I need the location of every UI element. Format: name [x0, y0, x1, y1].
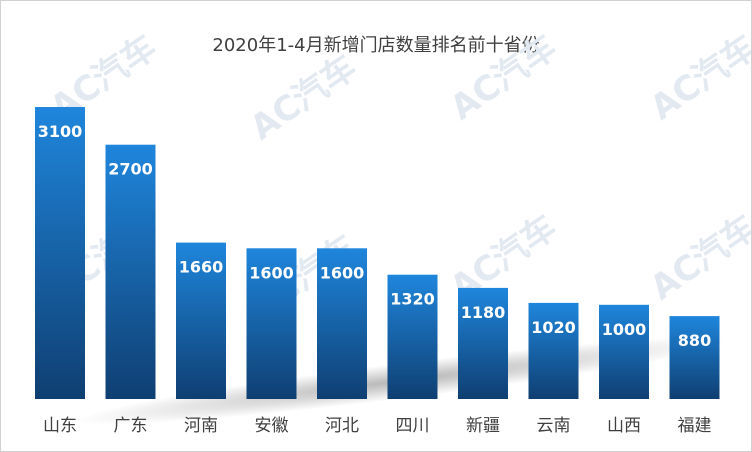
- category-label-3: 安徽: [255, 416, 289, 436]
- watermark-text: AC汽车: [643, 27, 751, 128]
- data-label-2: 1660: [179, 258, 224, 277]
- data-label-6: 1180: [461, 303, 506, 322]
- category-label-0: 山东: [43, 416, 77, 436]
- data-label-7: 1020: [531, 318, 576, 337]
- bar-6: [458, 287, 508, 399]
- category-label-6: 新疆: [466, 416, 500, 436]
- chart-title: 2020年1-4月新增门店数量排名前十省份: [212, 35, 540, 56]
- data-label-8: 1000: [602, 320, 647, 339]
- bar-8: [599, 304, 649, 399]
- labels-layer: 3100 山东 2700 广东 1660 河南 1600 安徽 1600 河北 1320 四川 1180…: [38, 122, 712, 436]
- data-label-1: 2700: [108, 160, 153, 179]
- category-label-4: 河北: [325, 416, 359, 436]
- bar-1: [105, 144, 156, 399]
- category-label-7: 云南: [537, 416, 571, 436]
- watermark-text: AC汽车: [643, 207, 751, 308]
- bar-4: [317, 248, 367, 399]
- bar-0: [35, 107, 85, 399]
- category-label-2: 河南: [184, 416, 218, 436]
- category-label-8: 山西: [607, 416, 641, 436]
- bar-2: [176, 242, 226, 399]
- bar-5: [387, 274, 438, 399]
- bar-7: [528, 302, 579, 399]
- bars-layer: [35, 107, 720, 399]
- data-label-4: 1600: [320, 263, 365, 282]
- bar-3: [246, 248, 297, 399]
- data-label-5: 1320: [390, 290, 435, 309]
- watermark-text: AC汽车: [243, 47, 364, 148]
- category-label-9: 福建: [678, 416, 712, 436]
- watermark-text: AC汽车: [443, 27, 564, 128]
- data-label-3: 1600: [249, 263, 294, 282]
- category-label-1: 广东: [114, 416, 148, 436]
- data-label-0: 3100: [38, 122, 83, 141]
- bar-9: [669, 316, 720, 399]
- data-label-9: 880: [678, 331, 711, 350]
- category-label-5: 四川: [396, 416, 430, 436]
